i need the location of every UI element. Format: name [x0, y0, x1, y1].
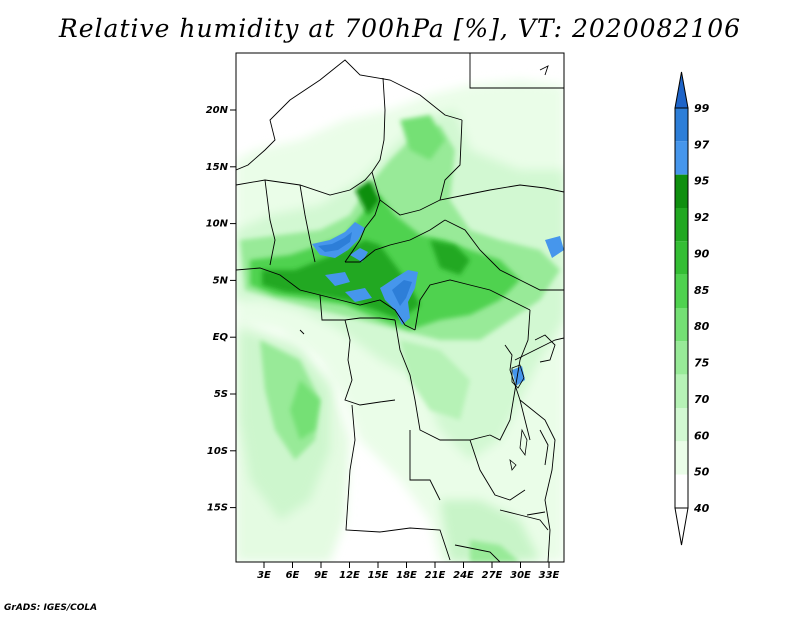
colorbar-swatch [675, 474, 688, 508]
humidity-saturated-patches [312, 222, 564, 386]
lake-outlines [509, 364, 528, 471]
colorbar-swatch [675, 141, 688, 175]
colorbar-bottom-arrow [674, 507, 689, 546]
colorbar-swatch [675, 208, 688, 242]
lon-tick-label: 27E [482, 570, 503, 581]
lon-tick-label: 3E [257, 570, 271, 581]
colorbar-label: 70 [694, 393, 710, 406]
lon-tick-label: 12E [339, 570, 360, 581]
colorbar-label: 92 [694, 211, 710, 224]
lat-tick-label: 5N [213, 275, 229, 286]
lon-tick-label: 24E [453, 570, 474, 581]
colorbar-label: 97 [694, 138, 710, 151]
colorbar-swatch [675, 274, 688, 308]
colorbar-swatch [675, 108, 688, 142]
colorbar-swatch [675, 441, 688, 475]
country-borders [236, 53, 564, 562]
colorbar-swatch [675, 174, 688, 208]
lon-tick-label: 21E [425, 570, 446, 581]
colorbar-label: 99 [694, 102, 710, 115]
lon-tick-label: 18E [396, 570, 417, 581]
colorbar-label: 40 [693, 502, 710, 515]
humidity-field [236, 53, 564, 562]
lat-tick-label: 15N [206, 162, 229, 173]
colorbar-label: 60 [694, 429, 710, 442]
colorbar-top-arrow [674, 71, 689, 109]
lat-tick-label: 5S [214, 389, 228, 400]
colorbar-frame [674, 107, 689, 509]
colorbar: 99 97 95 92 90 85 80 75 70 60 50 40 [674, 71, 710, 546]
lon-tick-label: 9E [314, 570, 328, 581]
colorbar-label: 90 [694, 247, 710, 260]
longitude-axis: 3E 6E 9E 12E 15E 18E 21E 24E 27E 30E 33E [257, 562, 560, 581]
colorbar-swatch [675, 374, 688, 408]
colorbar-swatch [675, 308, 688, 342]
lon-tick-label: 6E [286, 570, 300, 581]
colorbar-label: 95 [694, 175, 710, 188]
credit-label: GrADS: IGES/COLA [4, 603, 98, 613]
colorbar-swatch [675, 341, 688, 375]
colorbar-label: 75 [694, 357, 710, 370]
page-title: Relative humidity at 700hPa [%], VT: 202… [58, 14, 742, 43]
lon-tick-label: 15E [368, 570, 389, 581]
colorbar-swatch [675, 241, 688, 275]
latitude-axis: 20N 15N 10N 5N EQ 5S 10S 15S [206, 105, 236, 514]
lon-tick-label: 30E [510, 570, 531, 581]
lat-tick-label: EQ [213, 332, 229, 343]
lon-tick-label: 33E [539, 570, 560, 581]
colorbar-label: 50 [694, 466, 710, 479]
colorbar-label: 85 [694, 284, 710, 297]
map-frame [235, 52, 565, 563]
lat-tick-label: 15S [207, 503, 228, 514]
colorbar-swatch [675, 408, 688, 442]
colorbar-label: 80 [694, 320, 710, 333]
lat-tick-label: 10N [206, 219, 229, 230]
lat-tick-label: 10S [207, 446, 228, 457]
lat-tick-label: 20N [206, 105, 229, 116]
